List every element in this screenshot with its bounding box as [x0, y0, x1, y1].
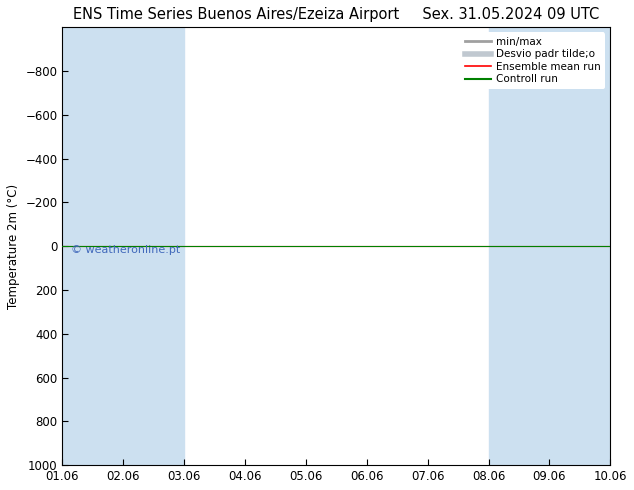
Y-axis label: Temperature 2m (°C): Temperature 2m (°C) — [7, 184, 20, 309]
Text: © weatheronline.pt: © weatheronline.pt — [71, 245, 180, 255]
Bar — [489, 27, 550, 465]
Bar — [124, 27, 184, 465]
Legend: min/max, Desvio padr tilde;o, Ensemble mean run, Controll run: min/max, Desvio padr tilde;o, Ensemble m… — [461, 32, 605, 89]
Bar — [550, 27, 611, 465]
Bar — [63, 27, 124, 465]
Title: ENS Time Series Buenos Aires/Ezeiza Airport     Sex. 31.05.2024 09 UTC: ENS Time Series Buenos Aires/Ezeiza Airp… — [74, 7, 600, 22]
